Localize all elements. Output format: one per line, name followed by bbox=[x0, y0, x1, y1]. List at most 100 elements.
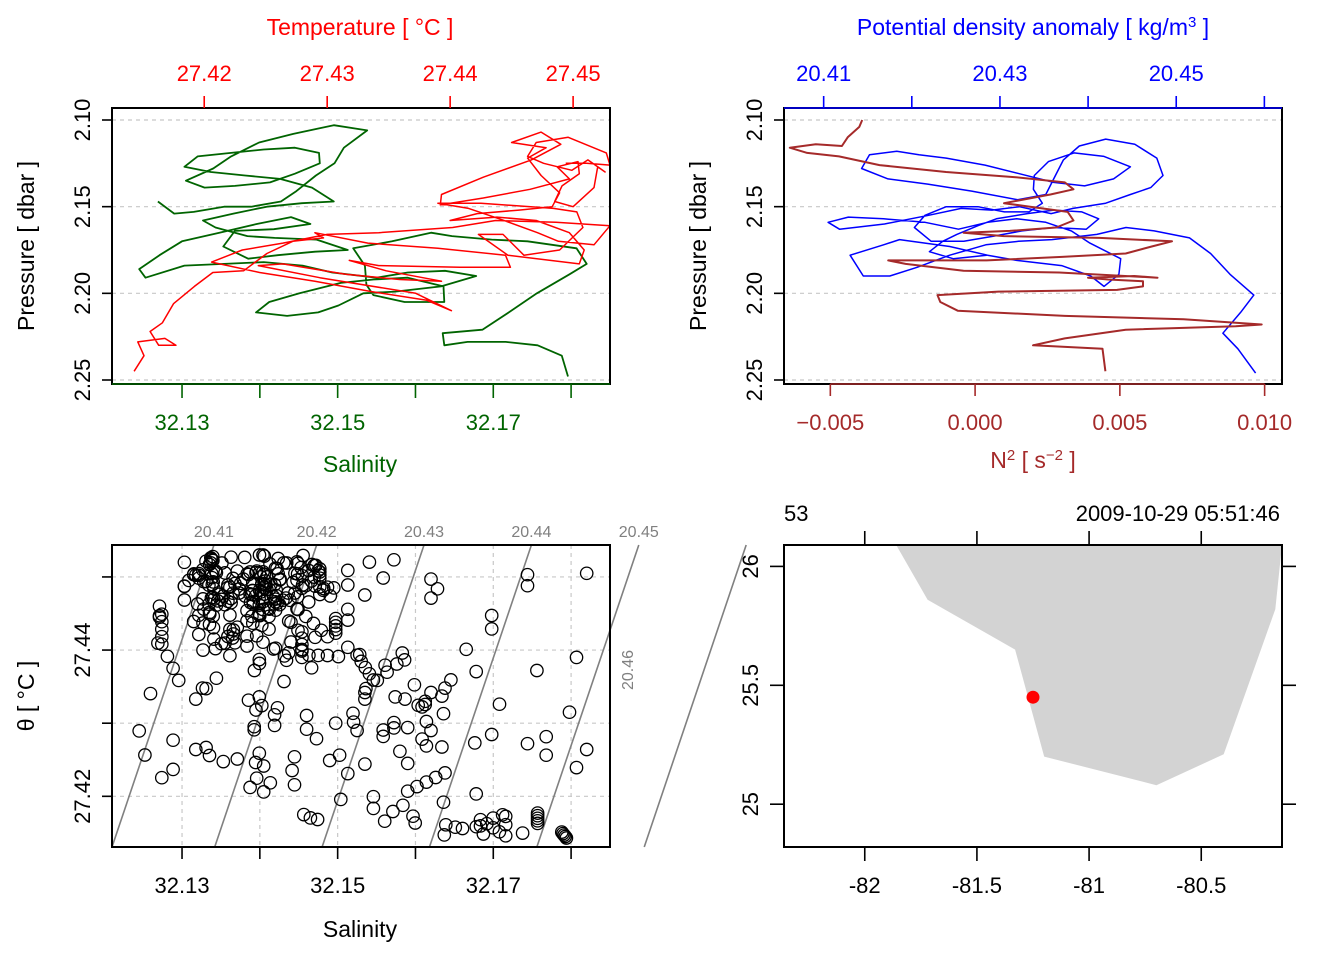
p3-point-151 bbox=[202, 748, 217, 763]
p3-point-224 bbox=[152, 599, 167, 614]
p2-density-tick-label-0: 20.41 bbox=[796, 61, 851, 86]
p3-point-108 bbox=[579, 742, 594, 757]
p3-point-308 bbox=[291, 623, 305, 638]
p3-point-136 bbox=[350, 723, 364, 738]
p3-point-41 bbox=[410, 779, 424, 794]
p3-point-248 bbox=[424, 572, 438, 586]
p3-point-316 bbox=[277, 649, 292, 663]
p1-ytick-label-3: 2.25 bbox=[70, 359, 95, 402]
p3-point-14 bbox=[498, 809, 513, 824]
p4-ytick-label-1: 25.5 bbox=[738, 664, 763, 707]
p2-density-line bbox=[827, 138, 1257, 374]
p3-point-392 bbox=[224, 550, 238, 565]
p3-point-45 bbox=[166, 762, 180, 777]
p3-point-94 bbox=[469, 664, 484, 679]
p3-plot-frame bbox=[111, 544, 611, 848]
p3-point-260 bbox=[196, 643, 210, 657]
p3-point-178 bbox=[387, 552, 401, 567]
p3-point-20 bbox=[530, 816, 545, 831]
p2-ytick-label-0: 2.10 bbox=[742, 99, 767, 142]
p2-density-title-end: ] bbox=[1196, 14, 1209, 40]
p4-station-id-label: 53 bbox=[784, 501, 808, 526]
p3-isopycnal-line-0 bbox=[111, 544, 215, 848]
p3-point-106 bbox=[132, 724, 147, 738]
p3-point-185 bbox=[430, 581, 445, 596]
p3-point-34 bbox=[366, 801, 381, 816]
p3-point-358 bbox=[291, 556, 305, 571]
p3-point-105 bbox=[419, 714, 434, 729]
p3-point-187 bbox=[357, 588, 372, 602]
p1-salinity-axis-title: Salinity bbox=[323, 451, 398, 477]
p2-ytick-label-2: 2.20 bbox=[742, 272, 767, 315]
p3-point-394 bbox=[257, 549, 272, 563]
p3-point-176 bbox=[256, 548, 270, 562]
p3-point-139 bbox=[539, 748, 554, 763]
p3-point-393 bbox=[205, 549, 220, 564]
p2-ytick-label-3: 2.25 bbox=[742, 359, 767, 402]
p3-point-56 bbox=[267, 718, 282, 733]
p3-point-35 bbox=[396, 798, 410, 813]
p3-point-398 bbox=[290, 555, 304, 569]
p3-point-76 bbox=[154, 607, 169, 622]
p1-salinity-line bbox=[138, 124, 588, 377]
p3-ytick-label-1: 27.44 bbox=[70, 623, 95, 678]
p3-point-143 bbox=[287, 777, 302, 792]
p3-point-68 bbox=[569, 650, 584, 665]
p3-point-195 bbox=[191, 627, 206, 642]
p1-sal-tick-label-0: 32.13 bbox=[155, 410, 210, 435]
p3-point-43 bbox=[428, 770, 443, 785]
p3-point-311 bbox=[266, 642, 281, 656]
p3-point-157 bbox=[299, 708, 314, 723]
p3-point-282 bbox=[177, 593, 192, 607]
p3-point-24 bbox=[455, 821, 470, 836]
p3-point-61 bbox=[387, 715, 401, 730]
p3-point-103 bbox=[492, 697, 507, 712]
panel-ts-diagram: 32.13 32.15 32.17 27.42 27.44 20.41 20.42 20.43… bbox=[13, 524, 747, 942]
p3-point-67 bbox=[304, 660, 319, 675]
p3-salinity-axis-title: Salinity bbox=[323, 916, 398, 942]
p1-temp-tick-label-2: 27.44 bbox=[423, 61, 478, 86]
p3-point-381 bbox=[224, 595, 238, 610]
p3-point-377 bbox=[290, 590, 305, 604]
p3-point-53 bbox=[415, 732, 429, 746]
p3-point-156 bbox=[328, 716, 343, 731]
p3-point-240 bbox=[579, 566, 594, 581]
p3-point-154 bbox=[376, 729, 391, 744]
p3-point-244 bbox=[340, 563, 355, 578]
p3-point-2 bbox=[557, 828, 571, 842]
p3-point-333 bbox=[233, 576, 248, 591]
p3-point-46 bbox=[256, 759, 271, 773]
p3-point-30 bbox=[303, 811, 318, 825]
p3-point-50 bbox=[393, 744, 407, 759]
p3-point-64 bbox=[188, 692, 203, 706]
p3-point-25 bbox=[469, 819, 484, 834]
p3-point-371 bbox=[191, 568, 206, 583]
p3-point-37 bbox=[333, 792, 348, 807]
p1-sal-tick-label-1: 32.15 bbox=[310, 410, 365, 435]
p1-pressure-axis-title: Pressure [ dbar ] bbox=[13, 161, 39, 331]
p3-point-93 bbox=[444, 673, 458, 687]
p3-point-199 bbox=[281, 645, 296, 660]
p3-point-83 bbox=[171, 673, 186, 688]
p3-point-90 bbox=[358, 692, 372, 706]
p3-point-346 bbox=[298, 578, 313, 593]
p3-point-307 bbox=[245, 616, 260, 631]
p3-point-138 bbox=[435, 740, 449, 754]
p3-point-227 bbox=[484, 608, 499, 623]
p3-point-179 bbox=[362, 555, 377, 569]
p3-point-145 bbox=[243, 780, 257, 795]
p3-point-397 bbox=[271, 551, 286, 566]
p3-point-48 bbox=[230, 752, 245, 766]
p3-point-150 bbox=[216, 754, 231, 769]
p3-point-188 bbox=[424, 591, 438, 605]
p3-point-133 bbox=[411, 698, 426, 713]
p3-point-155 bbox=[247, 722, 262, 737]
p3-point-28 bbox=[377, 814, 392, 829]
p3-point-321 bbox=[306, 616, 321, 631]
p3-point-235 bbox=[340, 613, 355, 627]
p3-point-132 bbox=[388, 690, 403, 704]
p2-density-axis-title: Potential density anomaly [ kg/m3 ] bbox=[857, 14, 1209, 41]
p3-point-89 bbox=[418, 697, 433, 712]
p3-point-115 bbox=[539, 729, 554, 744]
p3-point-360 bbox=[177, 555, 192, 570]
